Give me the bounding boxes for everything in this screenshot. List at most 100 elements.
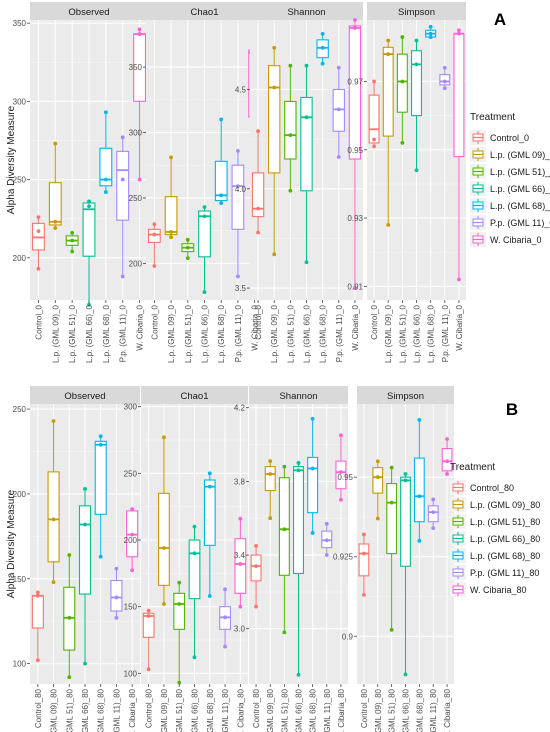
- box-L.p. (GML 09)_0: [268, 45, 281, 257]
- y-tick-label: 150: [124, 603, 138, 612]
- data-point: [83, 486, 87, 491]
- y-tick-label: 200: [124, 536, 138, 545]
- x-tick-label: W. Cibaria_0: [455, 304, 464, 350]
- y-tick-label: 3.0: [234, 625, 246, 634]
- facet-strip-label: Observed: [68, 7, 109, 18]
- x-tick-label: Control_0: [370, 304, 379, 339]
- data-point: [417, 494, 422, 499]
- data-point: [256, 206, 260, 211]
- x-tick-label: L.p. (GML 51)_80: [65, 688, 74, 732]
- data-point: [272, 85, 277, 90]
- facet-observed-a: Observed 200 250 300 350 Control_0 L.p. (GML 0…: [13, 2, 148, 363]
- data-point: [445, 472, 449, 476]
- box-L.p. (GML 68)_80: [203, 471, 216, 598]
- legend-label: L.p. (GML 66)_0: [490, 184, 550, 194]
- facet-observed-b: Observed 100 150 200 250 Control_80 L.p. (GML …: [13, 386, 140, 732]
- box-iqr: [307, 456, 319, 514]
- data-point: [152, 232, 157, 237]
- box-L.p. (GML 68)_0: [425, 24, 437, 39]
- data-point: [192, 551, 197, 556]
- y-tick-label: 100: [124, 669, 138, 678]
- x-tick-label: L.p. (GML 51)_80: [280, 688, 289, 732]
- box-L.p. (GML 68)_80: [307, 416, 319, 535]
- box-iqr: [264, 466, 276, 492]
- x-tick-label: Control_80: [360, 688, 369, 728]
- y-tick-label: 200: [13, 254, 27, 263]
- data-point: [36, 215, 41, 219]
- data-point: [177, 602, 182, 606]
- box-L.p. (GML 68)_80: [413, 418, 425, 543]
- data-point: [223, 615, 227, 620]
- legend-label: L.p. (GML 51)_0: [490, 167, 550, 177]
- data-point: [169, 155, 173, 160]
- data-point: [162, 546, 166, 550]
- facet-chao1-a: Chao1 200 250 300 350 Control_0 L.p. (GML 09)_…: [129, 2, 263, 363]
- box-iqr: [198, 210, 211, 258]
- box-P.p. (GML 11)_0: [116, 135, 130, 279]
- box-iqr: [116, 150, 130, 221]
- y-tick-label: 100: [13, 660, 27, 669]
- data-point: [414, 38, 419, 43]
- box-L.p. (GML 66)_80: [78, 486, 92, 666]
- data-point: [403, 472, 408, 476]
- x-tick-label: L.p. (GML 66)_80: [191, 688, 200, 732]
- y-tick-label: 0.925: [333, 553, 354, 562]
- data-point: [282, 630, 287, 635]
- x-tick-label: L.p. (GML 68)_80: [309, 688, 318, 732]
- data-point: [417, 538, 422, 543]
- legend-key: [450, 480, 466, 495]
- box-W. Cibaria_80: [234, 516, 247, 609]
- box-iqr: [300, 96, 313, 192]
- data-point: [457, 31, 461, 36]
- legend-label: L.p. (GML 68)_80: [470, 551, 540, 561]
- x-tick-label: P.p (GML 11)_80: [323, 688, 332, 732]
- data-point: [98, 554, 103, 559]
- data-point: [51, 580, 56, 585]
- box-P.p (GML 11)_80: [321, 521, 333, 557]
- data-point: [400, 35, 405, 39]
- data-point: [146, 608, 151, 613]
- data-point: [162, 602, 166, 606]
- data-point: [236, 184, 240, 189]
- data-point: [35, 593, 40, 598]
- y-tick-label: 0.93: [347, 214, 363, 223]
- data-point: [389, 465, 394, 470]
- data-point: [152, 222, 157, 227]
- legend-key: [470, 232, 486, 247]
- x-tick-label: L.p. (GML 09)_80: [266, 688, 275, 732]
- data-point: [320, 32, 325, 36]
- box-L.p. (GML 68)_0: [316, 32, 329, 66]
- box-Control_80: [250, 543, 262, 609]
- x-tick-label: L.p. (GML 66)_80: [81, 688, 90, 732]
- data-point: [192, 655, 197, 660]
- x-tick-label: Control_80: [34, 688, 43, 728]
- box-L.p. (GML 51)_80: [386, 465, 398, 632]
- y-tick-label: 250: [124, 469, 138, 478]
- box-iqr: [292, 466, 304, 575]
- y-tick-label: 250: [129, 194, 143, 203]
- box-L.p. (GML 51)_80: [63, 553, 76, 680]
- legend-key: [450, 565, 466, 580]
- legend-label: L.p. (GML 68)_0: [490, 201, 550, 211]
- box-P.p. (GML 11)_0: [332, 65, 345, 159]
- data-point: [272, 252, 277, 257]
- box-L.p. (GML 66)_80: [188, 524, 201, 660]
- data-point: [386, 52, 391, 57]
- box-iqr: [400, 476, 411, 567]
- data-point: [185, 256, 190, 261]
- box-W. Cibaria_0: [453, 28, 465, 282]
- data-point: [238, 562, 243, 566]
- data-point: [336, 107, 341, 112]
- facet-chao1-b: Chao1 100 150 200 250 300 Control_80 L.p. (GML …: [124, 386, 248, 732]
- facet-strip-label: Chao1: [181, 391, 209, 402]
- legend-b: Treatment Control_80 L.p. (GML 09)_80 L.p. …: [450, 462, 540, 597]
- y-axis-label: Alpha Diversity Measure: [6, 489, 17, 598]
- legend-label: L.p. (GML 51)_80: [470, 517, 540, 527]
- box-Control_0: [31, 215, 45, 271]
- data-point: [70, 230, 75, 235]
- box-W. Cibaria_0: [348, 18, 362, 290]
- data-point: [304, 115, 309, 120]
- data-point: [137, 32, 142, 36]
- facet-shannon-b: Shannon 3.0 3.4 3.8 4.2 Control_80 L.p. (GML 0…: [234, 386, 348, 732]
- data-point: [400, 79, 405, 84]
